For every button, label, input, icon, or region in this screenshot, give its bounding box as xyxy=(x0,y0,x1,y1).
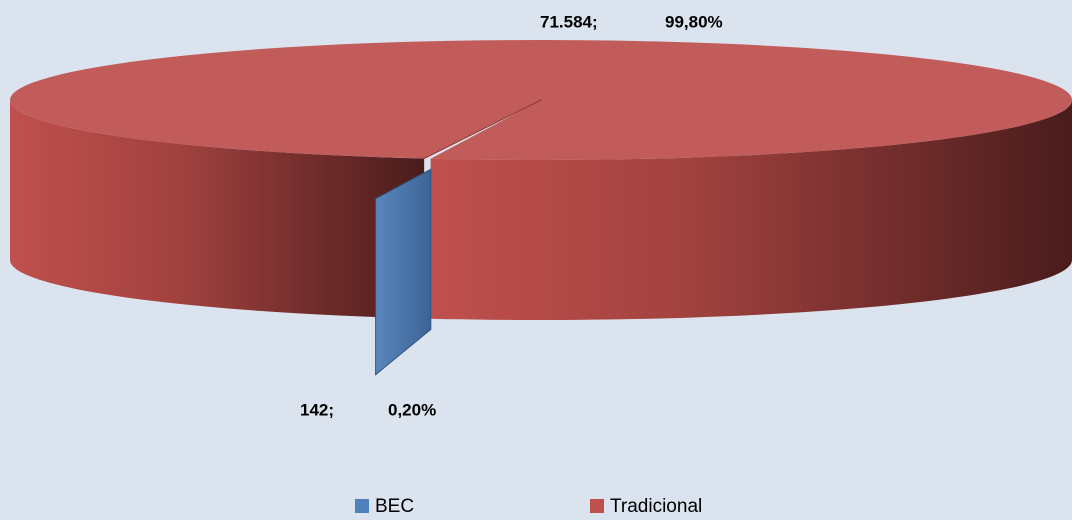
slice-top xyxy=(423,99,542,159)
legend-label: Tradicional xyxy=(610,496,702,517)
legend-label: BEC xyxy=(375,496,414,517)
legend: BEC Tradicional xyxy=(355,496,702,517)
slice-top xyxy=(10,40,1072,161)
slice-side xyxy=(10,100,425,319)
legend-swatch xyxy=(590,499,604,513)
pie xyxy=(10,40,1072,376)
data-label: 71.584; xyxy=(540,12,598,31)
data-label: 0,20% xyxy=(388,400,436,419)
slice-face xyxy=(375,168,432,376)
data-label: 99,80% xyxy=(665,12,723,31)
slice-side xyxy=(430,100,1072,320)
legend-swatch xyxy=(355,499,369,513)
data-label: 142; xyxy=(300,400,334,419)
